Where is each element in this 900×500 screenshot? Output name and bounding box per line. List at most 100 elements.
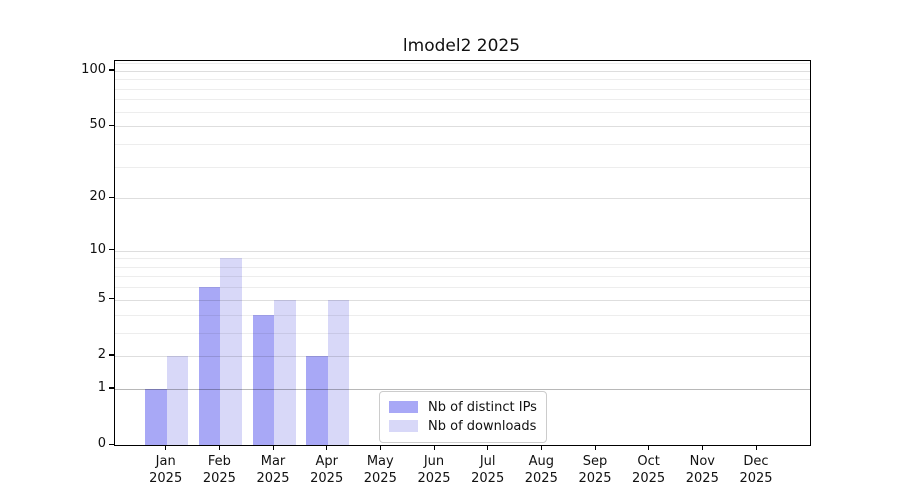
grid-line-baseline: [115, 388, 810, 390]
y-tick-mark: [109, 354, 114, 356]
grid-line-minor: [115, 88, 810, 90]
legend-item-distinct-ips: Nb of distinct IPs: [389, 398, 537, 416]
legend: Nb of distinct IPs Nb of downloads: [379, 391, 547, 443]
x-tick-label: Dec 2025: [729, 453, 783, 487]
legend-label-distinct-ips: Nb of distinct IPs: [428, 399, 537, 415]
y-tick-mark: [109, 443, 114, 445]
plot-area: Nb of distinct IPs Nb of downloads: [114, 60, 811, 446]
x-tick-year: 2025: [578, 471, 612, 486]
y-tick-label: 20: [89, 189, 106, 205]
x-tick-label: Aug 2025: [514, 453, 568, 487]
grid-line-minor: [115, 266, 810, 268]
legend-label-downloads: Nb of downloads: [428, 418, 537, 434]
x-tick-year: 2025: [149, 471, 183, 486]
x-tick-month: Nov: [689, 454, 715, 469]
x-tick-label: Mar 2025: [246, 453, 300, 487]
y-tick-mark: [109, 196, 114, 198]
x-tick-mark: [433, 445, 435, 451]
grid-line-minor: [115, 166, 810, 168]
x-tick-label: Oct 2025: [622, 453, 676, 487]
x-tick-mark: [755, 445, 757, 451]
grid-line-minor: [115, 332, 810, 334]
x-tick-mark: [487, 445, 489, 451]
x-tick-month: Jan: [155, 454, 176, 469]
grid-line-minor: [115, 276, 810, 278]
x-tick-month: May: [366, 454, 394, 469]
x-tick-label: Apr 2025: [300, 453, 354, 487]
y-tick-mark: [109, 298, 114, 300]
y-tick-label: 10: [89, 241, 106, 257]
bar-downloads: [327, 299, 350, 445]
x-tick-month: Feb: [207, 454, 231, 469]
x-tick-month: Jul: [479, 454, 496, 469]
y-tick-label: 100: [81, 61, 106, 77]
y-tick-label: 2: [97, 346, 106, 362]
grid-line-major: [115, 70, 810, 72]
x-tick-mark: [701, 445, 704, 451]
x-tick-month: Aug: [528, 454, 554, 469]
x-tick-mark: [379, 445, 382, 451]
x-tick-mark: [218, 445, 221, 451]
x-tick-year: 2025: [739, 471, 773, 486]
grid-line-minor: [115, 314, 810, 316]
x-tick-mark: [165, 445, 167, 451]
x-tick-year: 2025: [685, 471, 719, 486]
bar-distinct-ips: [145, 388, 167, 445]
grid-line-major: [115, 198, 810, 200]
grid-line-major: [115, 126, 810, 128]
x-tick-year: 2025: [310, 471, 344, 486]
grid-line-minor: [115, 99, 810, 101]
legend-swatch-downloads: [389, 420, 418, 432]
x-tick-month: Dec: [743, 454, 769, 469]
x-tick-label: Jul 2025: [461, 453, 515, 487]
bar-downloads: [166, 355, 189, 445]
legend-item-downloads: Nb of downloads: [389, 417, 537, 435]
x-tick-label: Jun 2025: [407, 453, 461, 487]
x-tick-mark: [540, 445, 543, 451]
grid-line-major: [115, 299, 810, 301]
x-tick-mark: [648, 445, 650, 451]
x-tick-month: Sep: [582, 454, 608, 469]
grid-line-minor: [115, 287, 810, 289]
y-tick-mark: [109, 124, 114, 126]
y-tick-label: 5: [97, 290, 106, 306]
x-tick-mark: [594, 445, 596, 451]
x-tick-label: May 2025: [353, 453, 407, 487]
y-tick-mark: [109, 249, 114, 251]
y-tick-label: 50: [89, 117, 106, 133]
x-tick-year: 2025: [632, 471, 666, 486]
chart-title: lmodel2 2025: [402, 36, 521, 56]
bar-distinct-ips: [306, 355, 328, 445]
x-tick-month: Mar: [260, 454, 286, 469]
bar-distinct-ips: [252, 314, 274, 445]
x-tick-label: Nov 2025: [675, 453, 729, 487]
x-tick-year: 2025: [363, 471, 397, 486]
grid-line-minor: [115, 63, 810, 65]
x-tick-year: 2025: [202, 471, 236, 486]
y-tick-label: 0: [97, 436, 106, 451]
x-tick-mark: [326, 445, 328, 451]
x-tick-mark: [272, 445, 274, 451]
x-tick-year: 2025: [256, 471, 290, 486]
bar-downloads: [220, 258, 242, 445]
x-tick-month: Jun: [423, 454, 445, 469]
grid-line-minor: [115, 79, 810, 81]
bar-distinct-ips: [198, 287, 221, 445]
x-tick-label: Jan 2025: [139, 453, 193, 487]
x-tick-year: 2025: [524, 471, 558, 486]
x-tick-month: Apr: [315, 454, 338, 469]
y-tick-label: 1: [97, 379, 106, 395]
grid-line-minor: [115, 143, 810, 145]
grid-line-major: [115, 355, 810, 357]
y-tick-mark: [109, 387, 114, 389]
x-tick-year: 2025: [471, 471, 505, 486]
x-tick-month: Oct: [637, 454, 660, 469]
grid-line-major: [115, 250, 810, 252]
grid-line-minor: [115, 111, 810, 113]
y-tick-mark: [109, 69, 114, 71]
x-tick-label: Sep 2025: [568, 453, 622, 487]
x-tick-year: 2025: [417, 471, 451, 486]
legend-swatch-distinct-ips: [389, 401, 418, 413]
x-tick-label: Feb 2025: [192, 453, 246, 487]
